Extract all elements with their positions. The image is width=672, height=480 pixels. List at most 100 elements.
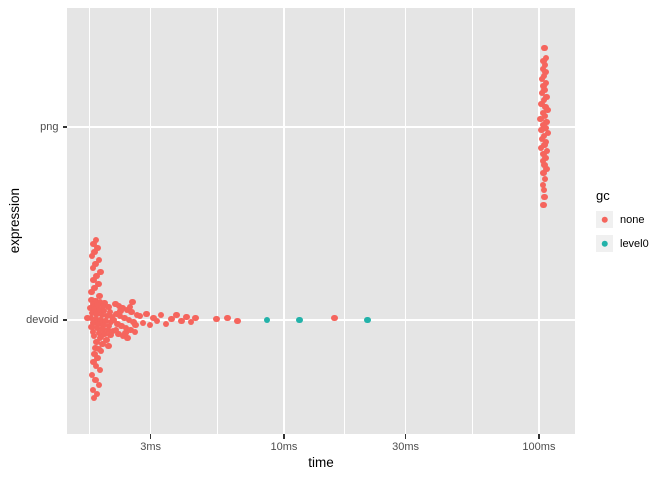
data-point-none [91, 350, 98, 358]
y-tick-label: png [40, 120, 59, 133]
data-point-none [150, 314, 157, 322]
data-point-none [99, 325, 106, 333]
data-point-none [89, 328, 97, 336]
data-point-none [116, 312, 124, 320]
data-point-none [183, 313, 190, 321]
data-point-none [97, 316, 104, 324]
data-point-none [541, 112, 549, 120]
data-point-none [90, 332, 98, 340]
data-point-none [95, 320, 102, 328]
data-point-none [537, 115, 544, 123]
data-point-none [115, 302, 122, 310]
major-gridline [283, 8, 285, 434]
y-tick-label: devoid [26, 313, 59, 326]
data-point-none [90, 394, 98, 402]
data-point-none [540, 150, 547, 158]
data-point-none [103, 336, 110, 344]
data-point-none [92, 260, 99, 268]
major-gridline-horizontal [67, 126, 575, 128]
data-point-level0 [364, 316, 371, 324]
data-point-none [93, 272, 100, 280]
data-point-none [94, 301, 101, 309]
y-axis-title: expression [6, 188, 22, 254]
data-point-none [128, 308, 135, 316]
data-point-none [539, 157, 546, 165]
data-point-none [93, 390, 101, 398]
data-point-none [540, 82, 547, 90]
data-point-none [90, 276, 97, 284]
data-point-none [91, 305, 98, 313]
data-point-none [121, 314, 128, 322]
x-axis-tick [150, 434, 152, 439]
legend-item-label: level0 [620, 237, 649, 250]
legend-items: none level0 [596, 211, 649, 259]
data-point-none [97, 268, 104, 276]
data-point-none [95, 329, 103, 337]
data-point-none [87, 304, 94, 312]
data-point-none [92, 315, 100, 323]
x-tick-label: 10ms [270, 441, 298, 453]
x-tick-label: 30ms [392, 441, 420, 453]
data-point-none [541, 44, 548, 52]
data-point-none [95, 345, 103, 353]
data-point-none [89, 386, 97, 394]
legend-key [596, 235, 613, 252]
minor-gridline [89, 8, 91, 434]
data-point-none [88, 296, 95, 304]
x-tick-label: 100ms [522, 441, 556, 453]
legend-item-label: none [620, 213, 645, 226]
data-point-none [118, 322, 125, 330]
major-gridline [538, 8, 540, 434]
minor-gridline [216, 8, 218, 434]
minor-gridline [471, 8, 473, 434]
data-point-none [162, 320, 170, 328]
data-point-none [123, 306, 131, 314]
data-point-none [91, 284, 98, 292]
major-gridline [404, 8, 407, 434]
data-point-none [173, 311, 180, 319]
data-point-none [117, 307, 124, 315]
data-point-none [538, 100, 545, 108]
data-point-none [119, 332, 127, 340]
data-point-none [132, 321, 139, 329]
data-point-none [541, 86, 548, 94]
data-point-none [127, 326, 134, 334]
legend-dot-level0 [601, 240, 608, 247]
data-point-none [92, 344, 99, 352]
data-point-none [143, 310, 150, 318]
data-point-none [234, 317, 241, 325]
data-point-none [122, 329, 129, 337]
data-point-none [105, 342, 112, 350]
legend: gc none level0 [596, 188, 649, 259]
data-point-none [540, 57, 547, 65]
data-point-none [100, 307, 108, 315]
data-point-none [95, 256, 103, 264]
data-point-none [544, 106, 551, 114]
data-point-none [106, 308, 114, 316]
data-point-none [539, 181, 546, 189]
data-point-none [100, 321, 107, 329]
data-point-none [93, 338, 100, 346]
data-point-none [544, 129, 552, 137]
data-point-none [146, 321, 154, 329]
major-gridline-horizontal [67, 319, 575, 321]
x-axis-tick [538, 434, 540, 439]
data-point-none [99, 302, 107, 310]
data-point-none [107, 331, 114, 339]
data-point-none [542, 154, 549, 162]
data-point-none [541, 175, 549, 183]
data-point-none [538, 135, 546, 143]
data-point-none [543, 93, 550, 101]
data-point-none [157, 311, 165, 319]
major-gridline [149, 8, 152, 434]
data-point-none [94, 244, 101, 252]
data-point-none [538, 75, 546, 83]
data-point-none [103, 312, 111, 320]
data-point-none [99, 340, 106, 348]
data-point-none [92, 236, 100, 244]
data-point-none [543, 147, 551, 155]
data-point-none [88, 288, 95, 296]
data-point-none [102, 317, 109, 325]
y-axis-title-area: expression [4, 8, 24, 434]
data-point-none [112, 326, 119, 334]
